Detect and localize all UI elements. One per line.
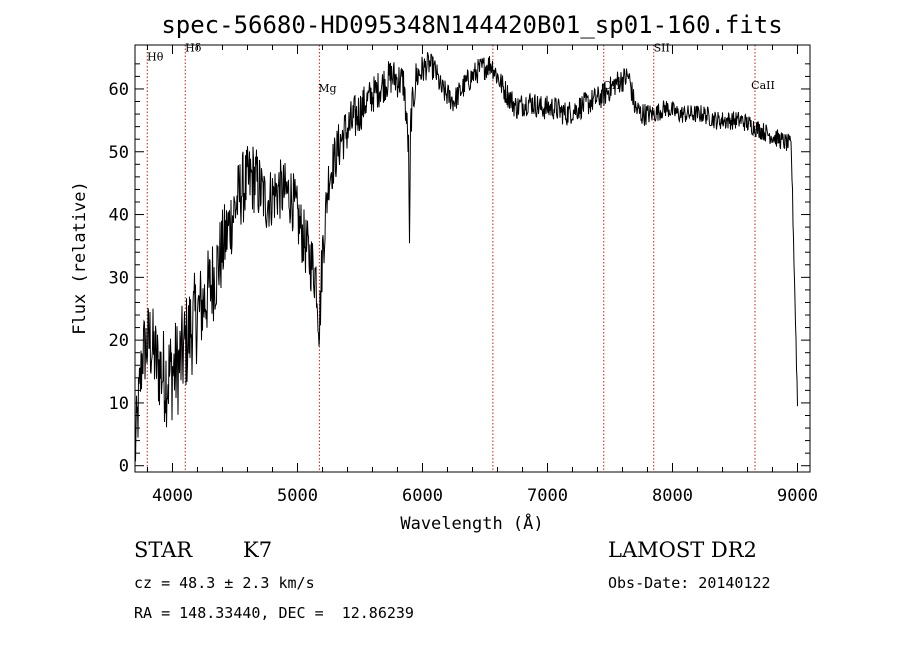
y-tick-label: 50 <box>109 143 129 163</box>
x-tick-label: 9000 <box>777 486 818 506</box>
coordinates: RA = 148.33440, DEC = 12.86239 <box>134 604 414 622</box>
spectral-line-label: Hθ <box>147 51 164 64</box>
x-tick-label: 6000 <box>402 486 443 506</box>
survey-name: LAMOST DR2 <box>608 538 757 562</box>
y-axis-label: Flux (relative) <box>70 181 90 335</box>
object-type: STAR <box>134 538 193 562</box>
spectral-line-label: Hδ <box>185 41 202 54</box>
spectrum-line <box>134 52 798 462</box>
chart-title: spec-56680-HD095348N144420B01_sp01-160.f… <box>161 11 782 39</box>
spectral-class: K7 <box>243 538 273 562</box>
y-axis-ticks: 0 10 20 30 40 50 60 <box>109 63 810 477</box>
observation-date: Obs-Date: 20140122 <box>608 574 771 592</box>
y-tick-label: 60 <box>109 80 129 100</box>
spectral-line-label: CaII <box>751 79 775 92</box>
x-tick-label: 4000 <box>152 486 193 506</box>
x-tick-label: 5000 <box>277 486 318 506</box>
plot-frame <box>134 44 811 473</box>
y-tick-label: 30 <box>109 268 129 288</box>
x-tick-label: 7000 <box>527 486 568 506</box>
y-tick-label: 20 <box>109 331 129 351</box>
x-tick-label: 8000 <box>652 486 693 506</box>
y-tick-label: 0 <box>119 457 129 477</box>
spectral-line-label: Mg <box>318 82 336 95</box>
redshift-value: cz = 48.3 ± 2.3 km/s <box>134 574 315 592</box>
x-axis-label: Wavelength (Å) <box>400 512 543 534</box>
y-tick-label: 10 <box>109 394 129 414</box>
spectral-line-label: SII <box>654 41 670 54</box>
x-axis-ticks: 4000 5000 6000 7000 8000 9000 <box>147 45 818 506</box>
y-tick-label: 40 <box>109 206 129 226</box>
